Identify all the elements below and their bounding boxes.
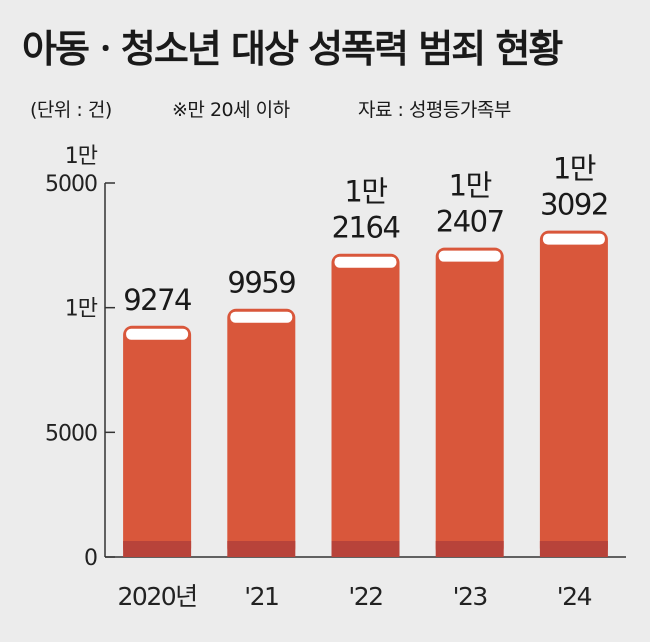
bar-highlight [334, 256, 397, 268]
bar-value-label: 9274 [123, 283, 191, 317]
y-tick-label: 1만 [65, 297, 98, 322]
x-tick-label: 2020년 [118, 582, 197, 611]
bar-value-label: 2164 [332, 211, 400, 245]
bar-base [123, 541, 192, 557]
bar-highlight [542, 233, 605, 245]
bar-value-label: 2407 [436, 205, 504, 239]
bar-value-label: 1만 [553, 152, 596, 186]
bar [227, 308, 296, 557]
bar-base [435, 541, 504, 557]
bar-base [539, 541, 608, 557]
chart-title: 아동ㆍ청소년 대상 성폭력 범죄 현황 [22, 27, 563, 71]
bar-value-label: 1만 [449, 169, 492, 203]
y-tick-label: 1만 [65, 144, 98, 169]
unit-note: (단위 : 건) [30, 99, 112, 121]
bar [539, 230, 608, 557]
source-note: 자료 : 성평등가족부 [358, 99, 511, 121]
x-tick-label: '21 [244, 582, 278, 611]
bar-highlight [438, 250, 501, 262]
bar [435, 247, 504, 557]
bar-value-label: 3092 [540, 188, 608, 222]
x-tick-label: '23 [453, 582, 487, 611]
bar-base [227, 541, 296, 557]
bar [123, 325, 192, 557]
bar-value-label: 1만 [344, 175, 387, 209]
bar-highlight [126, 328, 189, 340]
y-tick-label: 5000 [45, 421, 97, 446]
bar-value-label: 9959 [227, 266, 295, 300]
x-tick-label: '24 [557, 582, 592, 611]
y-tick-label: 5000 [45, 172, 97, 197]
age-note: ※만 20세 이하 [172, 99, 290, 121]
y-tick-label: 0 [84, 546, 97, 571]
bar [331, 253, 400, 557]
bar-base [331, 541, 400, 557]
bar-highlight [230, 311, 293, 323]
x-tick-label: '22 [348, 582, 382, 611]
